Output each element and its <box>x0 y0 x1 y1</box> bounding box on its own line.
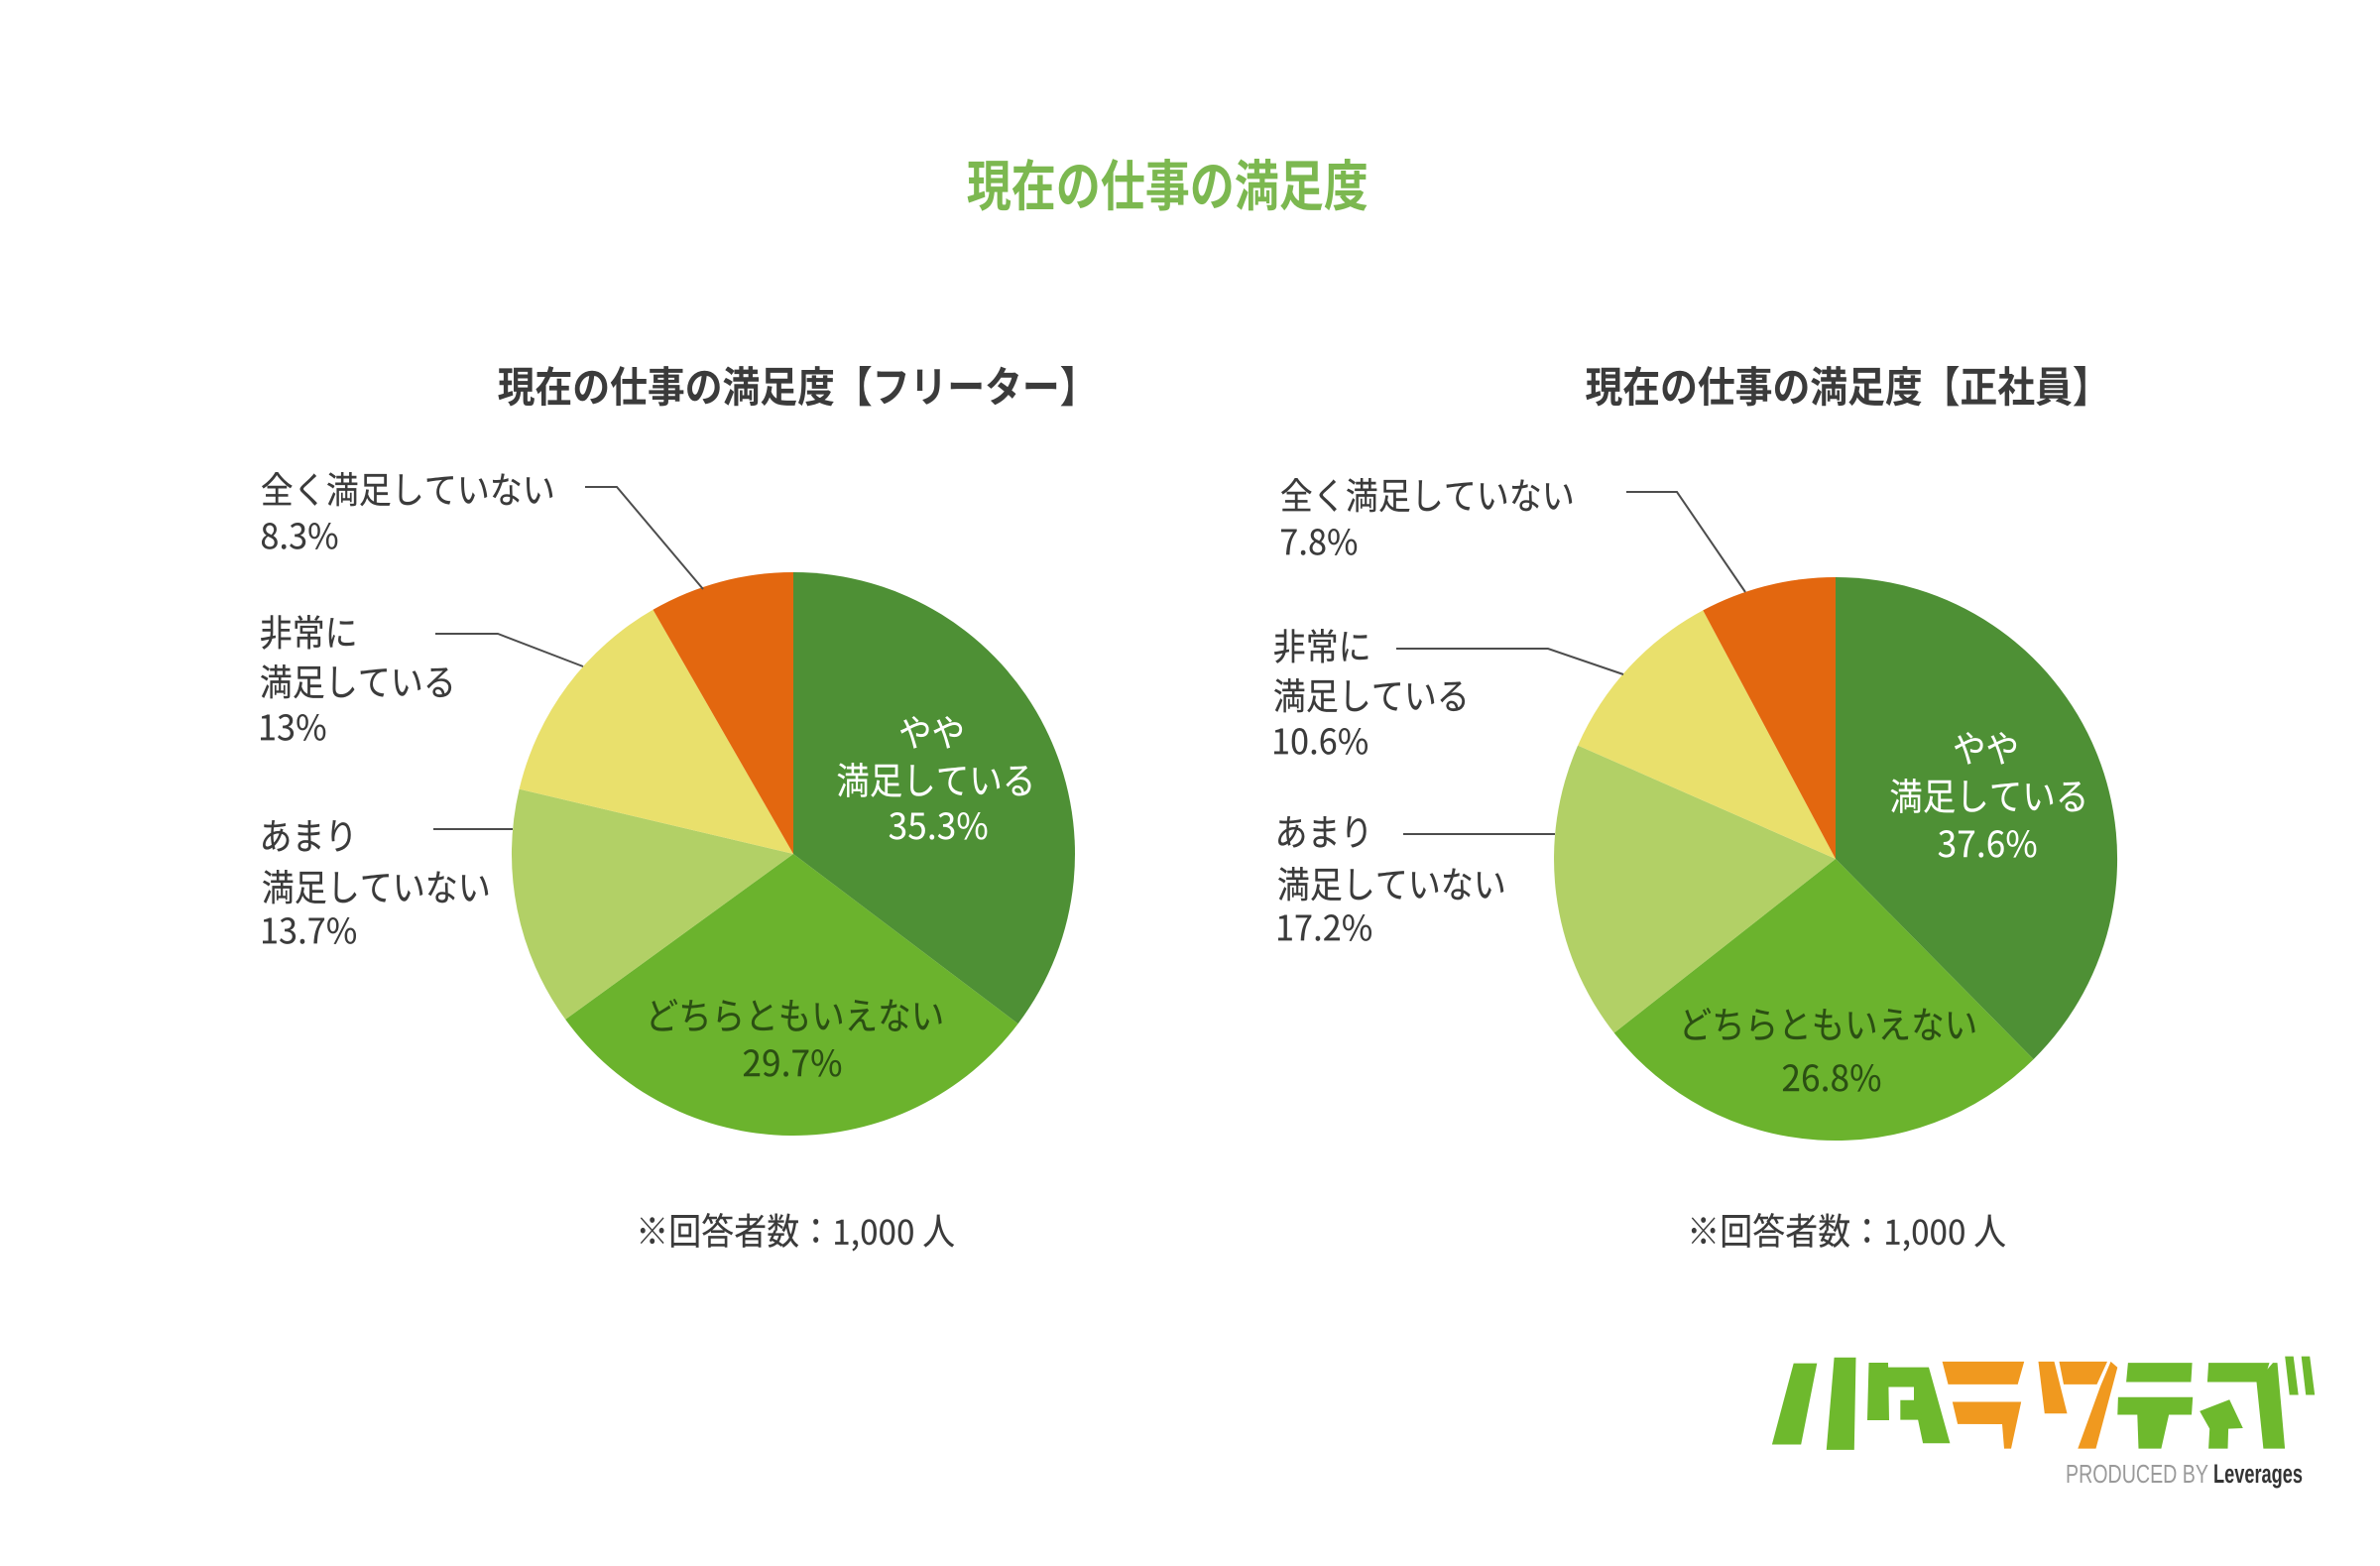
svg-text:PRODUCED BY: PRODUCED BY <box>2066 1459 2208 1489</box>
svg-text:Leverages: Leverages <box>2213 1459 2303 1489</box>
